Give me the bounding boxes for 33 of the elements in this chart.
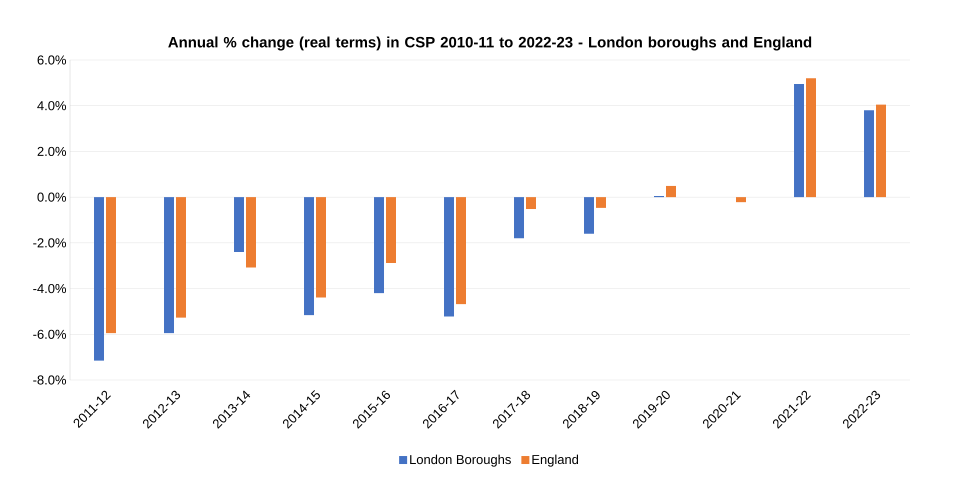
bar bbox=[864, 110, 874, 198]
y-tick-label: 6.0% bbox=[38, 55, 66, 65]
y-tick-label: 2.0% bbox=[38, 146, 66, 156]
bar bbox=[596, 197, 606, 208]
bar bbox=[106, 197, 116, 334]
bar bbox=[794, 84, 804, 198]
chart-title: Annual % change (real terms) in CSP 2010-11 to 2022-23 - London boroughs and England bbox=[168, 36, 812, 50]
bar bbox=[584, 197, 594, 234]
y-tick-label: -8.0% bbox=[33, 375, 66, 385]
bar bbox=[386, 197, 396, 263]
y-tick-label: -2.0% bbox=[33, 238, 66, 248]
bar bbox=[444, 197, 454, 316]
bar bbox=[316, 197, 326, 298]
bar bbox=[234, 197, 244, 252]
bar bbox=[806, 78, 816, 198]
legend-label: London Boroughs bbox=[410, 454, 511, 467]
bar bbox=[456, 197, 466, 304]
bar bbox=[176, 197, 186, 318]
legend-label: England bbox=[532, 454, 578, 467]
bar bbox=[514, 197, 524, 238]
y-tick-label: 0.0% bbox=[37, 192, 66, 202]
y-tick-label: 4.0% bbox=[37, 101, 66, 110]
bar bbox=[304, 197, 314, 316]
bar bbox=[164, 197, 174, 334]
bar bbox=[374, 197, 384, 294]
bar bbox=[526, 197, 536, 210]
y-tick-label: -4.0% bbox=[33, 284, 66, 294]
y-tick-label: -6.0% bbox=[33, 330, 66, 339]
bar bbox=[246, 197, 256, 268]
bar bbox=[876, 104, 886, 198]
bar bbox=[666, 186, 676, 198]
bar bbox=[736, 197, 746, 202]
bar bbox=[94, 197, 104, 361]
